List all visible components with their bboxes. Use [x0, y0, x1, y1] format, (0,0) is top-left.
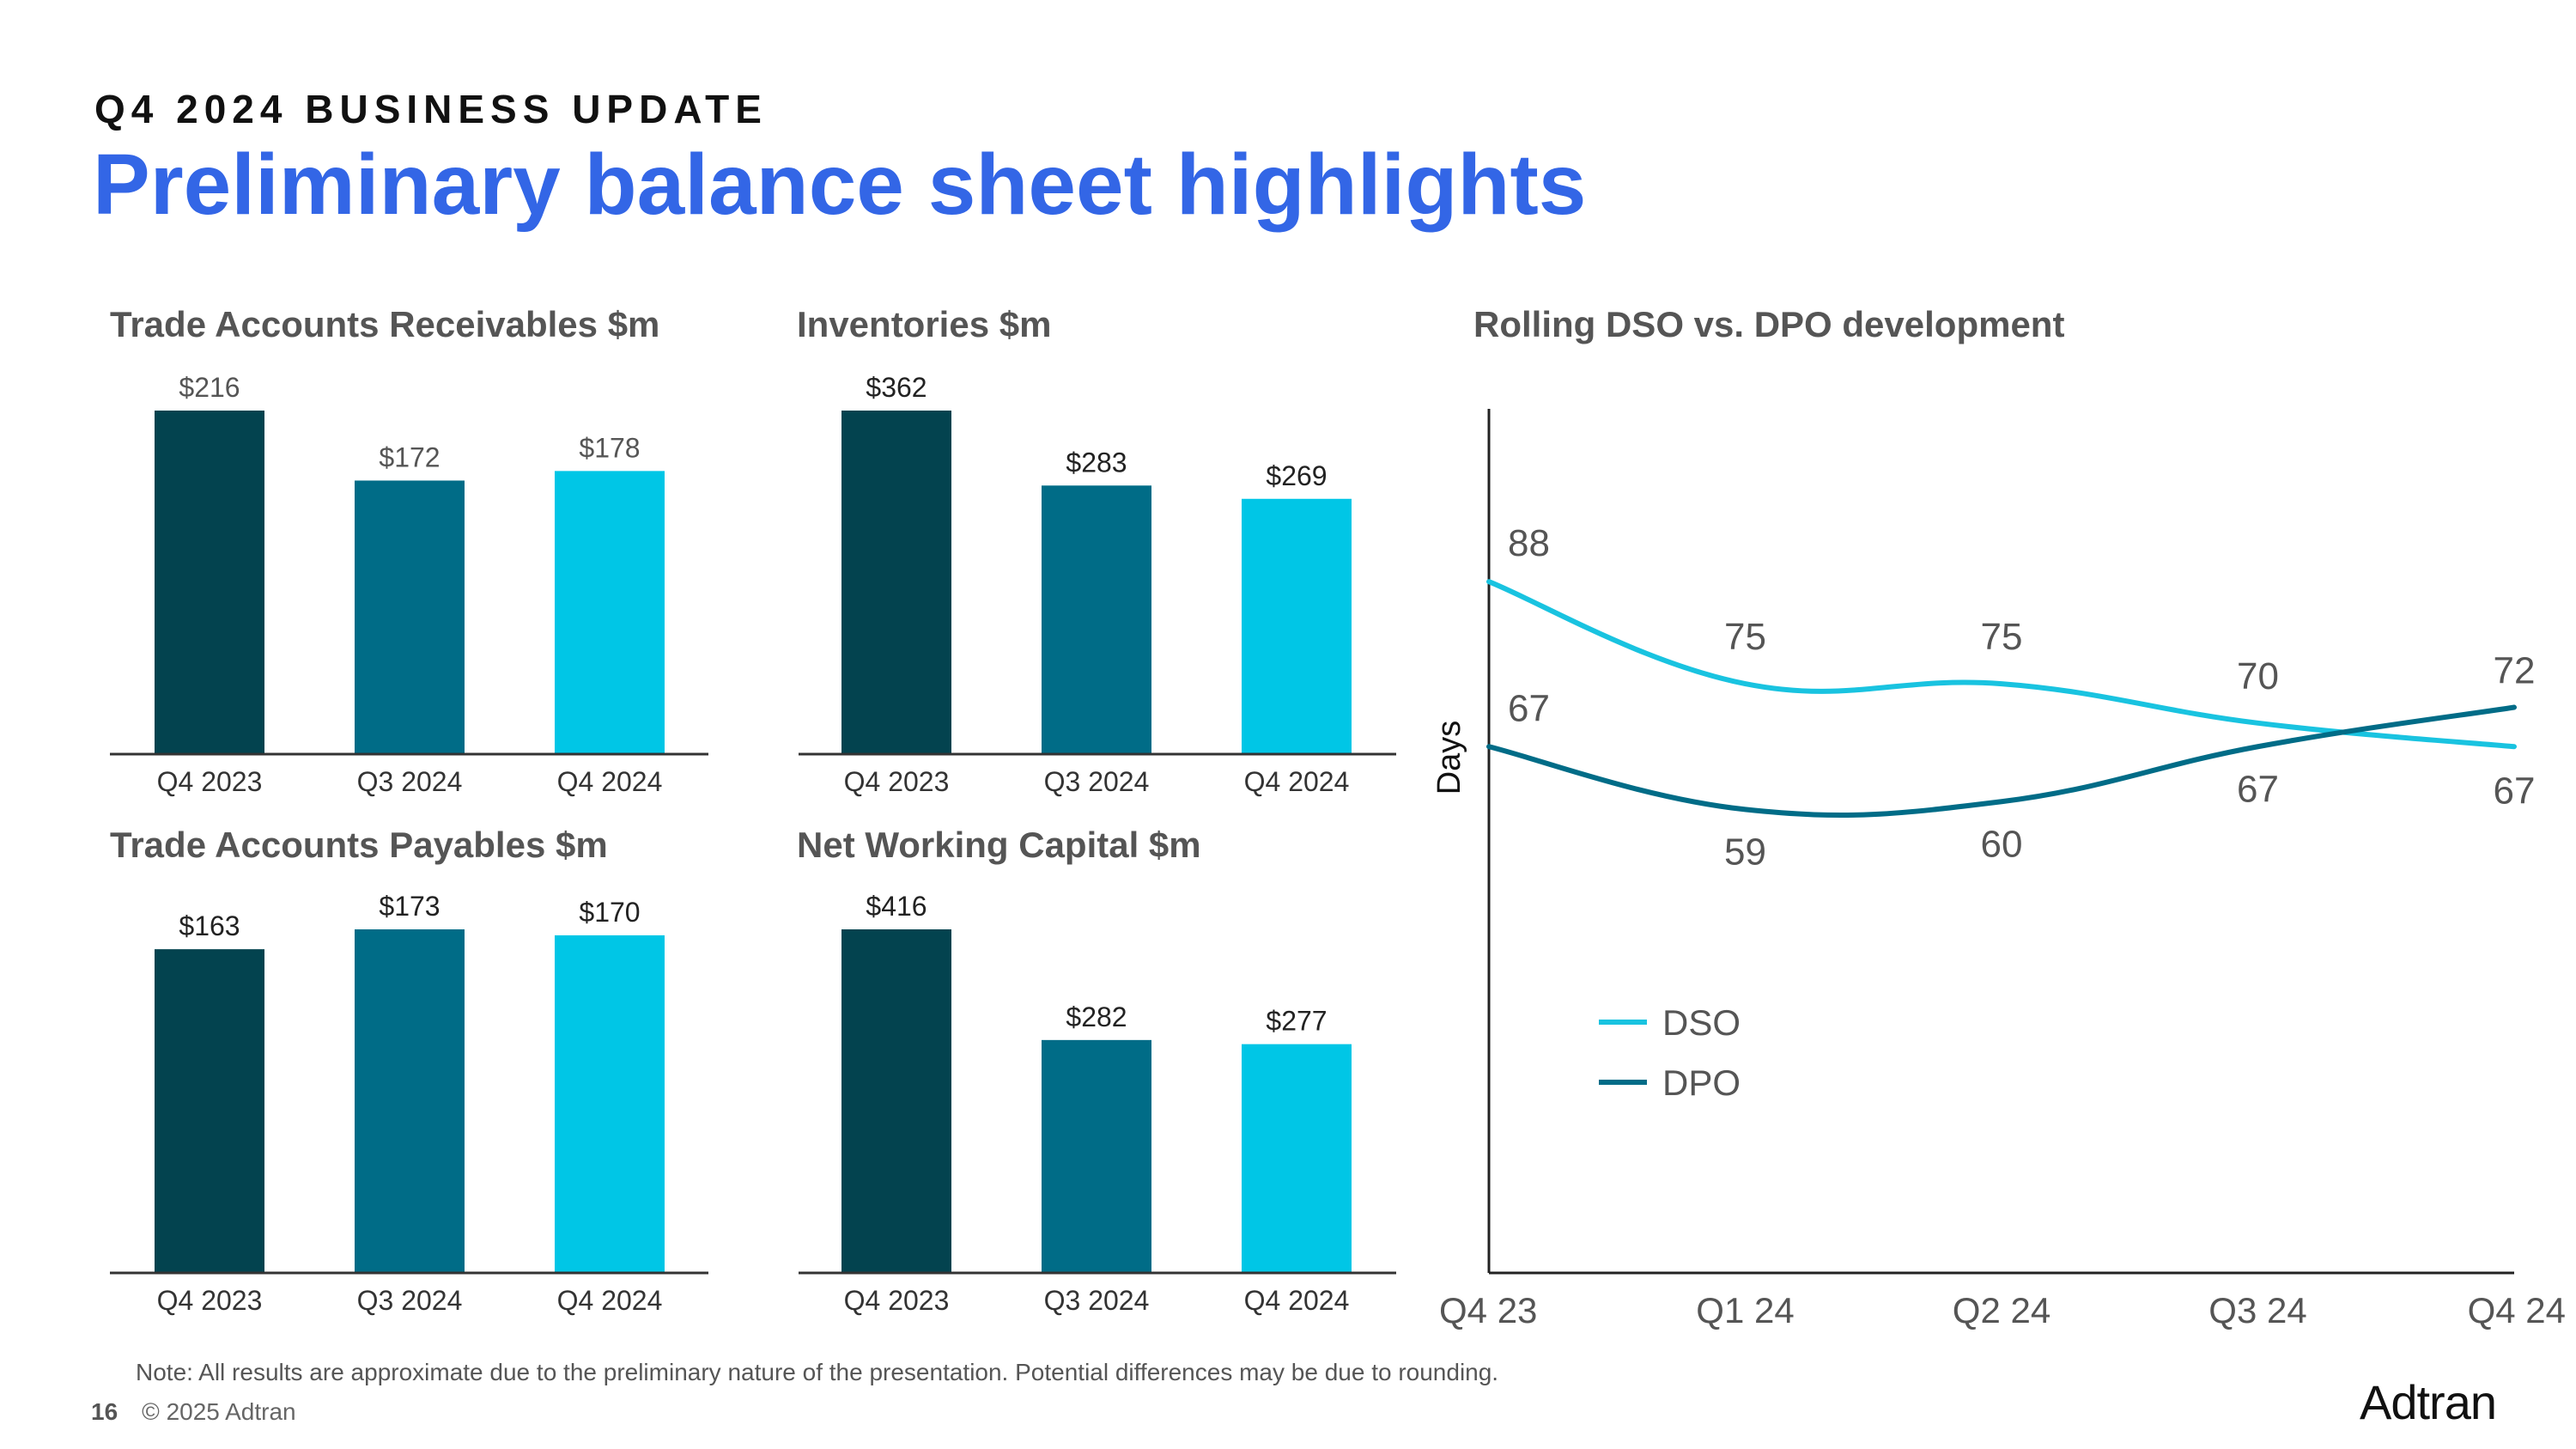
payables-data-label-0: $163	[179, 910, 240, 941]
inventories-bar-1	[1042, 485, 1151, 754]
nwc-chart-title: Net Working Capital $m	[797, 825, 1201, 865]
dso-dpo-x-tick-0: Q4 23	[1439, 1290, 1537, 1330]
inventories-data-label-2: $269	[1266, 460, 1327, 491]
receivables-chart-title: Trade Accounts Receivables $m	[110, 304, 660, 344]
dso-dpo-chart-title: Rolling DSO vs. DPO development	[1473, 304, 2065, 344]
payables-category-label-1: Q3 2024	[357, 1285, 463, 1316]
dso-data-label-2: 75	[1981, 616, 2023, 658]
dpo-data-label-1: 59	[1724, 831, 1766, 873]
nwc-category-label-2: Q4 2024	[1244, 1285, 1350, 1316]
nwc-data-label-2: $277	[1266, 1006, 1327, 1037]
inventories-category-label-1: Q3 2024	[1044, 766, 1150, 797]
nwc-data-label-0: $416	[866, 891, 927, 922]
nwc-bar-2	[1242, 1044, 1352, 1273]
dpo-line	[1486, 704, 2517, 818]
payables-bar-0	[155, 949, 264, 1273]
dso-dpo-x-tick-3: Q3 24	[2208, 1290, 2306, 1330]
inventories-data-label-1: $283	[1066, 447, 1127, 478]
inventories-bar-0	[841, 411, 951, 754]
receivables-category-label-1: Q3 2024	[357, 766, 463, 797]
legend-label-dpo: DPO	[1662, 1062, 1741, 1103]
dso-data-label-4: 67	[2494, 770, 2536, 812]
dpo-data-label-0: 67	[1508, 687, 1550, 729]
dpo-data-label-4: 72	[2494, 650, 2536, 692]
dpo-data-label-2: 60	[1981, 823, 2023, 865]
dso-dpo-x-tick-2: Q2 24	[1953, 1290, 2050, 1330]
payables-data-label-2: $170	[579, 897, 640, 928]
footnote: Note: All results are approximate due to…	[136, 1359, 1499, 1385]
receivables-data-label-0: $216	[179, 372, 240, 403]
copyright: © 2025 Adtran	[142, 1398, 296, 1425]
legend-label-dso: DSO	[1662, 1002, 1741, 1043]
payables-chart-title: Trade Accounts Payables $m	[110, 825, 608, 865]
nwc-data-label-1: $282	[1066, 1002, 1127, 1032]
receivables-bar-2	[555, 471, 665, 754]
payables-data-label-1: $173	[379, 891, 440, 922]
receivables-category-label-2: Q4 2024	[557, 766, 663, 797]
inventories-bar-2	[1242, 498, 1352, 754]
nwc-category-label-0: Q4 2023	[844, 1285, 950, 1316]
dso-dpo-x-tick-4: Q4 24	[2468, 1290, 2566, 1330]
inventories-category-label-0: Q4 2023	[844, 766, 950, 797]
inventories-data-label-0: $362	[866, 372, 927, 403]
inventories-chart-title: Inventories $m	[797, 304, 1052, 344]
receivables-category-label-0: Q4 2023	[157, 766, 263, 797]
page-title: Preliminary balance sheet highlights	[93, 137, 1587, 233]
footer: 16 © 2025 Adtran	[91, 1398, 296, 1426]
page-number: 16	[91, 1398, 118, 1425]
eyebrow-label: Q4 2024 BUSINESS UPDATE	[94, 87, 768, 131]
payables-category-label-2: Q4 2024	[557, 1285, 663, 1316]
receivables-bar-0	[155, 411, 264, 754]
dpo-data-label-3: 67	[2237, 768, 2279, 810]
nwc-bar-1	[1042, 1039, 1151, 1273]
payables-category-label-0: Q4 2023	[157, 1285, 263, 1316]
dso-dpo-x-tick-1: Q1 24	[1696, 1290, 1794, 1330]
receivables-data-label-2: $178	[579, 432, 640, 463]
nwc-category-label-1: Q3 2024	[1044, 1285, 1150, 1316]
nwc-bar-0	[841, 929, 951, 1273]
dso-line	[1486, 579, 2517, 750]
receivables-data-label-1: $172	[379, 441, 440, 472]
dso-data-label-0: 88	[1508, 522, 1550, 564]
receivables-bar-1	[355, 480, 465, 754]
payables-bar-1	[355, 929, 465, 1273]
dso-dpo-y-axis-label: Days	[1431, 721, 1467, 795]
adtran-logo: Adtran	[2360, 1375, 2497, 1429]
dso-data-label-1: 75	[1724, 616, 1766, 658]
dso-data-label-3: 70	[2237, 655, 2279, 697]
payables-bar-2	[555, 935, 665, 1273]
inventories-category-label-2: Q4 2024	[1244, 766, 1350, 797]
